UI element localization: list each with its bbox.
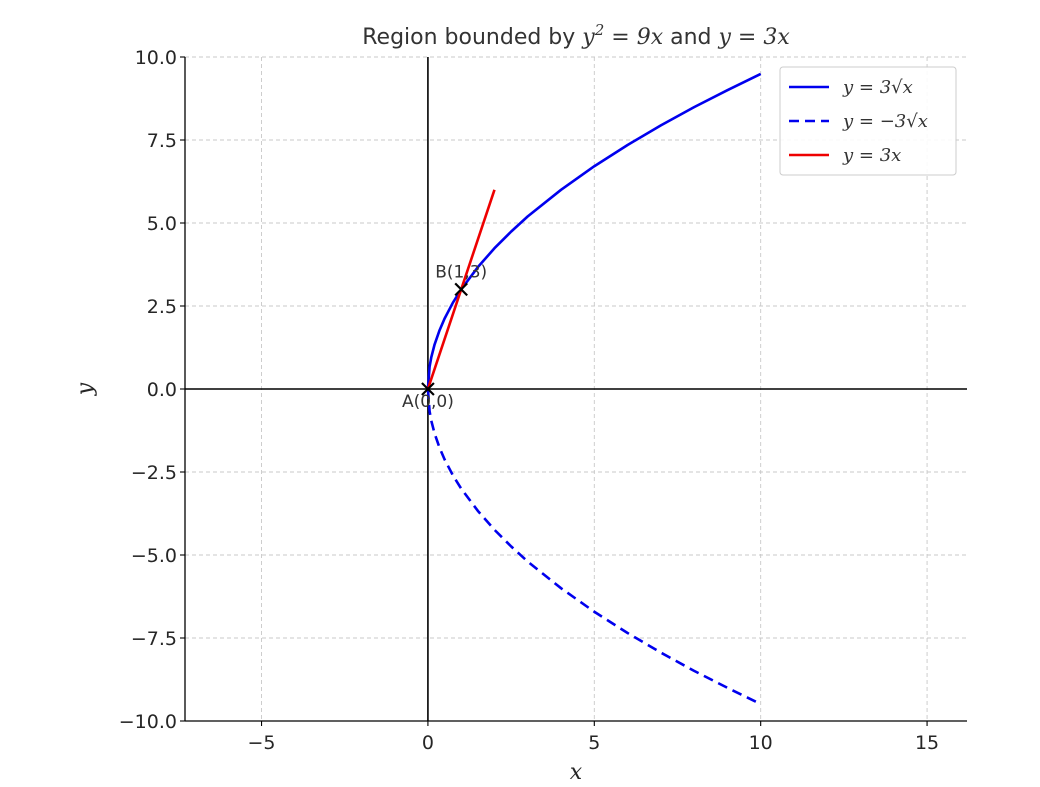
y-tick-label: −10.0 — [119, 711, 177, 733]
title-sup: 2 — [594, 21, 605, 39]
legend-label-1: y = −3√x — [842, 111, 928, 132]
series-line-0 — [426, 72, 762, 390]
y-tick-label: −7.5 — [131, 628, 177, 650]
tick-labels: −5 0 5 10 15 −10.0 −7.5 −5.0 −2.5 0.0 2.5 5.0 7.5 10.… — [119, 47, 939, 754]
point-marker-1 — [454, 282, 468, 297]
title-pre: Region bounded by — [362, 25, 582, 50]
y-axis-label: y — [73, 382, 98, 396]
legend-label-0: y = 3√x — [842, 77, 913, 98]
point-label-0: A(0,0) — [402, 392, 454, 412]
y-tick-label: −5.0 — [131, 545, 177, 567]
legend: y = 3√x y = −3√x y = 3x — [779, 66, 957, 176]
y-tick-label: 7.5 — [147, 130, 177, 152]
title-mid: and — [663, 25, 718, 50]
x-tick-label: 10 — [749, 732, 773, 754]
title-expr1: y — [581, 25, 595, 50]
chart-title: Region bounded by y2 = 9x and y = 3x — [362, 21, 790, 50]
title-expr2: y = 3x — [718, 25, 791, 50]
x-tick-label: 0 — [422, 732, 434, 754]
y-tick-label: 5.0 — [147, 213, 177, 235]
point-label-1: B(1,3) — [435, 262, 487, 282]
y-tick-label: 0.0 — [147, 379, 177, 401]
y-tick-label: −2.5 — [131, 462, 177, 484]
x-tick-label: 15 — [915, 732, 939, 754]
point-marker-0 — [421, 382, 435, 396]
y-tick-label: 10.0 — [135, 47, 177, 69]
x-axis-label: x — [570, 760, 583, 785]
legend-label-2: y = 3x — [842, 145, 901, 166]
title-expr1b: = 9x — [604, 25, 663, 50]
point-marker-stroke — [454, 282, 468, 297]
point-marker-stroke — [421, 382, 435, 396]
legend-box — [779, 66, 957, 176]
points-layer: A(0,0) B(1,3) — [402, 262, 487, 412]
x-tick-label: −5 — [248, 732, 276, 754]
y-tick-label: 2.5 — [147, 296, 177, 318]
x-tick-label: 5 — [588, 732, 600, 754]
